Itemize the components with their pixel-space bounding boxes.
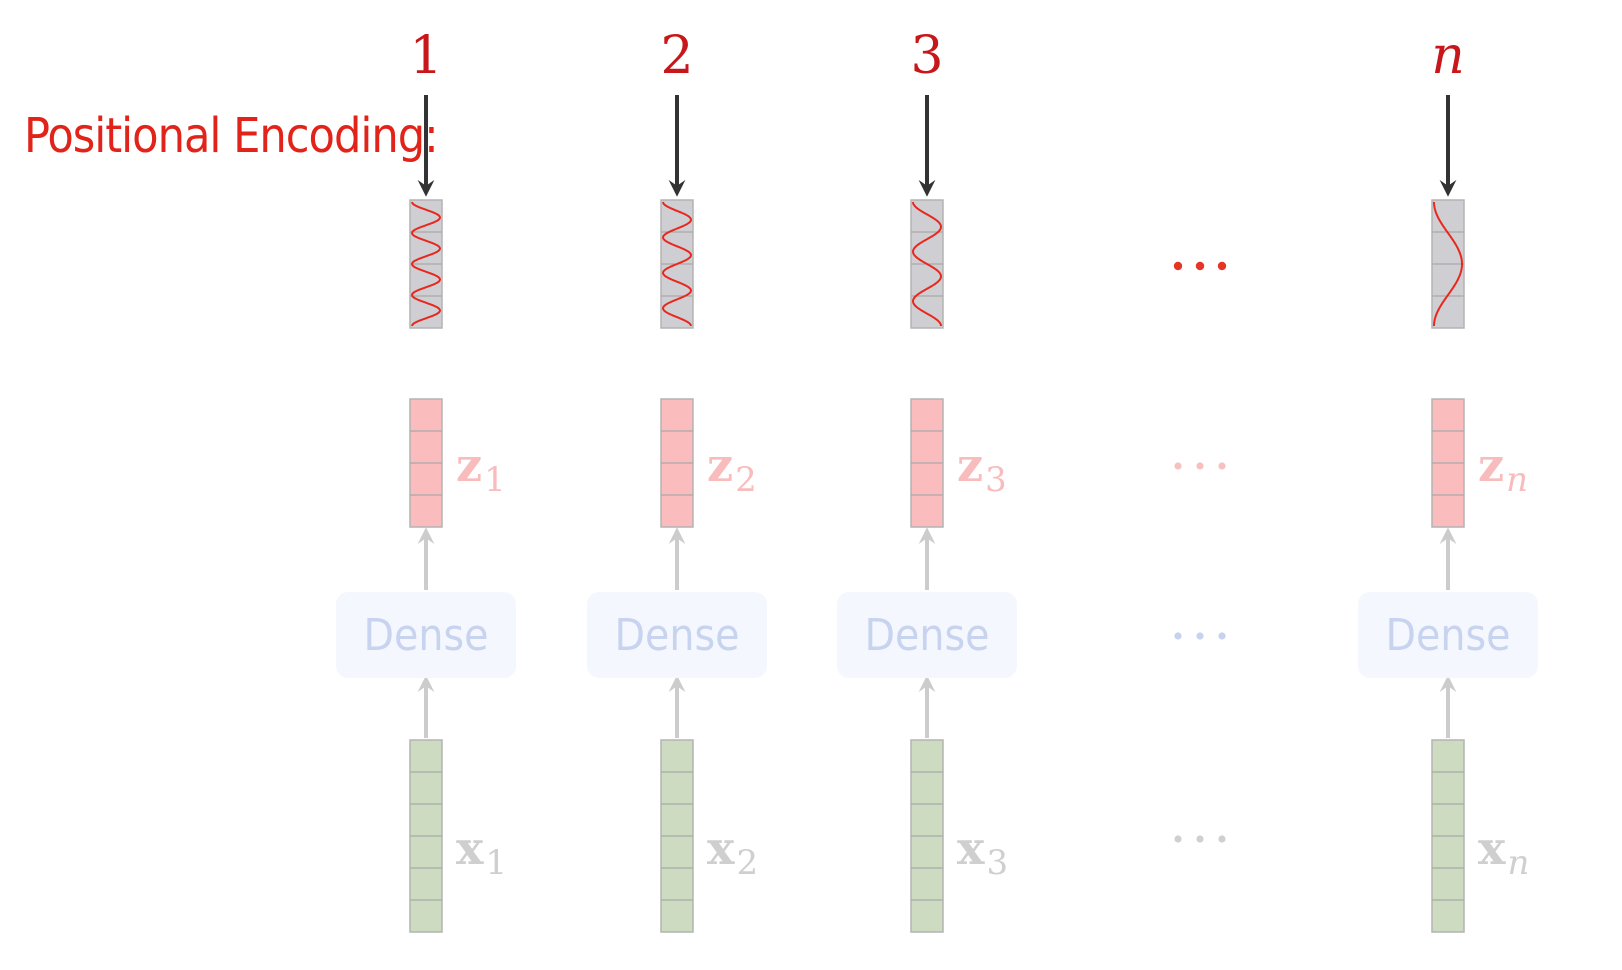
dense-layer-3: Dense: [837, 592, 1017, 678]
dense-layer-1: Dense: [336, 592, 516, 678]
position-index-3: 3: [910, 26, 944, 86]
encoding-wave-1: [410, 201, 442, 327]
x-label-n: xn: [1478, 821, 1530, 883]
z-ellipsis-dot-2: [1196, 462, 1204, 470]
z-ellipsis-dot-1: [1174, 462, 1182, 470]
z-label-2: z2: [707, 438, 757, 500]
z-label-1: z1: [456, 438, 506, 500]
x-label-2: x2: [707, 821, 759, 883]
z-label-3: z3: [957, 438, 1007, 500]
dense-layer-2: Dense: [587, 592, 767, 678]
encoding-wave-2: [661, 201, 693, 327]
x-ellipsis-dot-2: [1196, 835, 1204, 843]
encoding-wave-3: [911, 201, 943, 327]
encoding-ellipsis-dot-1: [1173, 261, 1183, 271]
x-ellipsis-dot-3: [1218, 835, 1226, 843]
position-index-n: n: [1431, 26, 1465, 86]
encoding-ellipsis-dot-2: [1195, 261, 1205, 271]
dense-ellipsis-dot-1: [1174, 632, 1182, 640]
dense-layer-n: Dense: [1358, 592, 1538, 678]
encoding-ellipsis-dot-3: [1217, 261, 1227, 271]
position-index-2: 2: [660, 26, 694, 86]
z-label-n: zn: [1478, 438, 1529, 500]
positional-encoding-title: Positional Encoding:: [24, 108, 439, 164]
encoding-wave-n: [1433, 201, 1464, 327]
dense-ellipsis-dot-2: [1196, 632, 1204, 640]
dense-ellipsis-dot-3: [1218, 632, 1226, 640]
x-ellipsis-dot-1: [1174, 835, 1182, 843]
z-ellipsis-dot-3: [1218, 462, 1226, 470]
x-label-1: x1: [456, 821, 508, 883]
position-index-1: 1: [409, 26, 443, 86]
x-label-3: x3: [957, 821, 1009, 883]
